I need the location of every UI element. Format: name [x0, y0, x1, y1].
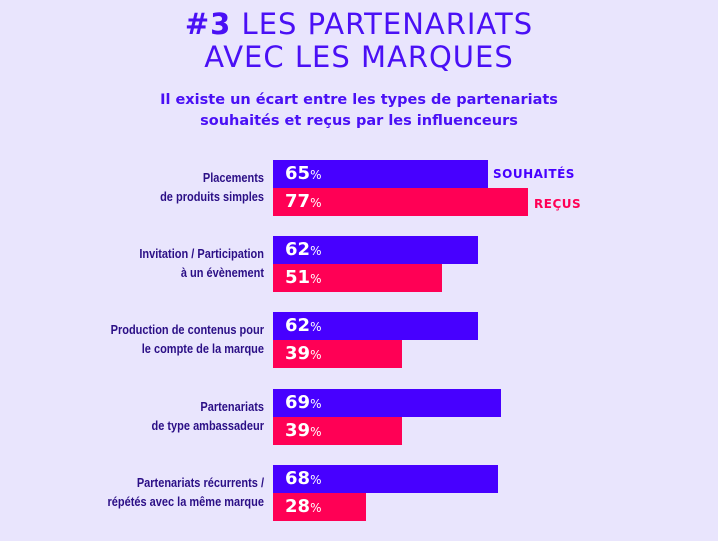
bar-souhaites: 68%	[273, 464, 498, 493]
data-label: 62%	[285, 315, 321, 338]
category-label: Invitation / Participation à un évènement	[88, 245, 264, 283]
data-label-unit: %	[310, 168, 322, 182]
data-label: 39%	[285, 343, 321, 366]
category-label: Partenariats récurrents / répétés avec la…	[88, 474, 264, 512]
data-label-value: 51	[285, 267, 311, 289]
category-label-line-2: le compte de la marque	[141, 342, 264, 357]
subtitle-line-2: souhaités et reçus par les influenceurs	[200, 113, 518, 129]
data-label-unit: %	[310, 472, 322, 487]
data-label-unit: %	[310, 500, 322, 515]
category-label-line-1: Invitation / Participation	[139, 247, 264, 262]
data-label: 77%	[285, 191, 321, 214]
data-label-unit: %	[310, 196, 322, 210]
subtitle-line-1: Il existe un écart entre les types de pa…	[160, 92, 558, 108]
category-label-line-2: répétés avec la même marque	[107, 494, 264, 509]
legend-souhaites: SOUHAITÉS	[493, 167, 575, 181]
data-label: 51%	[285, 267, 321, 290]
data-label: 69%	[285, 392, 321, 415]
data-label: 39%	[285, 420, 321, 443]
title-line-1-text: LES PARTENARIATS	[241, 7, 534, 41]
category-label: Partenariats de type ambassadeur	[88, 398, 264, 436]
category-label-line-2: à un évènement	[180, 266, 264, 281]
data-label-value: 28	[285, 495, 311, 517]
data-label-value: 62	[285, 239, 311, 261]
category-label: Placements de produits simples	[88, 169, 264, 207]
bar-souhaites: 62%	[273, 312, 478, 341]
chart-subtitle: Il existe un écart entre les types de pa…	[0, 90, 718, 132]
bar-recus: 51%	[273, 264, 442, 293]
category-label-line-1: Placements	[202, 171, 264, 185]
title-number: #3	[184, 7, 232, 41]
category-label-line-1: Partenariats	[200, 399, 264, 414]
chart-title: #3 LES PARTENARIATS AVEC LES MARQUES	[0, 8, 718, 74]
data-label-value: 68	[285, 467, 311, 489]
category-label-line-1: Production de contenus pour	[110, 323, 264, 338]
data-label-unit: %	[310, 320, 322, 335]
data-label-value: 65	[285, 163, 311, 184]
data-label: 62%	[285, 239, 321, 262]
data-label: 28%	[285, 496, 321, 519]
bar-souhaites: 62%	[273, 236, 478, 265]
data-label: 65%	[285, 163, 321, 186]
bar-recus: 39%	[273, 416, 402, 445]
bar-recus: 77%	[273, 188, 528, 216]
data-label-value: 62	[285, 315, 311, 337]
data-label: 68%	[285, 468, 321, 491]
bar-souhaites: 65%	[273, 160, 488, 188]
title-line-2: AVEC LES MARQUES	[204, 40, 514, 74]
category-label-line-2: de produits simples	[160, 190, 264, 204]
data-label-unit: %	[310, 244, 322, 259]
data-label-unit: %	[310, 396, 322, 411]
data-label-value: 39	[285, 343, 311, 365]
category-label-line-2: de type ambassadeur	[151, 418, 264, 433]
category-label-line-1: Partenariats récurrents /	[136, 475, 264, 490]
title-line-1: #3 LES PARTENARIATS	[0, 8, 718, 41]
bar-recus: 28%	[273, 492, 366, 521]
bar-recus: 39%	[273, 340, 402, 369]
bar-souhaites: 69%	[273, 388, 501, 417]
data-label-unit: %	[310, 348, 322, 363]
data-label-value: 39	[285, 419, 311, 441]
data-label-unit: %	[310, 424, 322, 439]
legend-recus: REÇUS	[534, 197, 582, 211]
category-label: Production de contenus pour le compte de …	[88, 321, 264, 359]
data-label-unit: %	[310, 272, 322, 287]
data-label-value: 77	[285, 191, 311, 212]
data-label-value: 69	[285, 391, 311, 413]
